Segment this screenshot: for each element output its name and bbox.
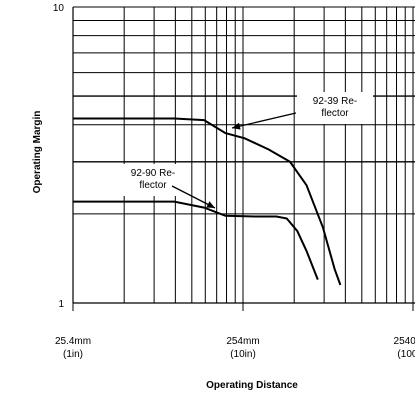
callout-label-2: 92-90 Re- xyxy=(131,168,175,179)
x-tick-label: 25.4mm xyxy=(55,336,91,347)
x-axis-title: Operating Distance xyxy=(206,380,298,391)
x-tick-label: (10in) xyxy=(230,349,256,360)
callout-label-1: flector xyxy=(321,108,349,119)
y-tick-label: 10 xyxy=(53,3,65,14)
series-line-2 xyxy=(73,200,319,280)
x-tick-label: (100in) xyxy=(397,349,415,360)
y-axis-title: Operating Margin xyxy=(32,111,43,194)
callout-label-1: 92-39 Re- xyxy=(313,96,357,107)
x-tick-label: 254mm xyxy=(226,336,259,347)
callout-box-1 xyxy=(297,92,373,124)
callout-arrow-1 xyxy=(231,112,297,129)
series-line-1 xyxy=(73,117,342,286)
callout-arrow-2 xyxy=(171,185,216,209)
series-layer xyxy=(73,117,342,286)
callout-arrowhead-1 xyxy=(232,122,241,130)
axes: 25.4mm (1in) 254mm (10in) 2540mm (100in) 1 10 xyxy=(53,3,415,360)
y-tick-label: 1 xyxy=(58,299,64,310)
x-tick-label: (1in) xyxy=(63,349,83,360)
callout-arrowhead-2 xyxy=(206,201,215,208)
x-tick-label: 2540mm xyxy=(394,336,415,347)
grid xyxy=(73,6,415,303)
callout-label-2: flector xyxy=(139,180,167,191)
callout-box-2 xyxy=(115,164,191,196)
